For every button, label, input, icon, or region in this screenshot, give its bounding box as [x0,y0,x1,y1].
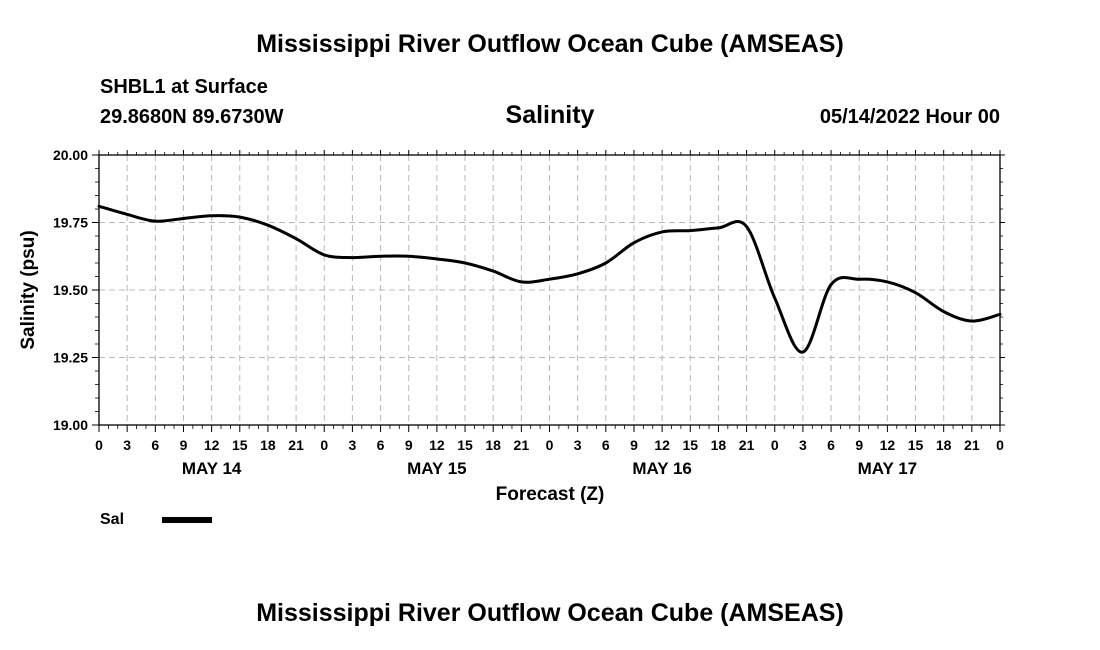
x-tick-label: 18 [936,437,952,453]
x-tick-label: 0 [320,437,328,453]
x-tick-label: 6 [377,437,385,453]
x-tick-label: 15 [908,437,924,453]
legend-label-sal: Sal [100,511,124,528]
tick-layer: 19.00 19.25 19.50 19.75 20.00 0 3 6 9 12 15 18 21 0 3 6… [53,147,1005,478]
grid-layer [99,155,1000,425]
chart-title: Salinity [505,101,595,129]
main-title: Mississippi River Outflow Ocean Cube (AM… [256,30,844,58]
station-label: SHBL1 at Surface [100,76,268,98]
x-tick-label: 12 [204,437,220,453]
coordinates-label: 29.8680N 89.6730W [100,106,284,128]
x-tick-label: 21 [739,437,755,453]
footer-title: Mississippi River Outflow Ocean Cube (AM… [256,599,844,627]
series-line-sal [97,204,1002,354]
x-tick-label: 12 [654,437,670,453]
x-tick-label: 15 [232,437,248,453]
y-tick-label: 19.00 [53,417,88,433]
y-tick-label: 19.25 [53,350,88,366]
x-tick-label: 12 [880,437,896,453]
y-tick-label: 20.00 [53,147,88,163]
plot-frame [98,154,1001,426]
day-label: MAY 14 [182,459,242,478]
x-tick-label: 0 [95,437,103,453]
day-label: MAY 16 [632,459,692,478]
x-tick-label: 6 [151,437,159,453]
legend: Sal [100,511,212,528]
datetime-label: 05/14/2022 Hour 00 [819,106,1000,128]
x-tick-label: 9 [630,437,638,453]
x-tick-label: 3 [799,437,807,453]
x-tick-label: 18 [260,437,276,453]
x-tick-label: 3 [349,437,357,453]
x-tick-label: 3 [574,437,582,453]
x-tick-label: 21 [964,437,980,453]
y-tick-label: 19.75 [53,215,88,231]
x-tick-label: 15 [682,437,698,453]
x-tick-label: 15 [457,437,473,453]
x-tick-label: 18 [485,437,501,453]
x-tick-label: 6 [602,437,610,453]
series-layer [97,204,1002,354]
x-tick-label: 9 [405,437,413,453]
x-tick-label: 9 [180,437,188,453]
y-tick-label: 19.50 [53,282,88,298]
x-axis-label: Forecast (Z) [496,484,605,505]
day-label: MAY 15 [407,459,467,478]
axis-labels: Forecast (Z) Salinity (psu) [18,230,604,505]
x-tick-label: 9 [855,437,863,453]
x-tick-label: 0 [771,437,779,453]
x-tick-label: 18 [711,437,727,453]
x-tick-label: 0 [996,437,1004,453]
x-tick-label: 3 [123,437,131,453]
x-tick-label: 12 [429,437,445,453]
x-tick-label: 21 [288,437,304,453]
x-tick-label: 0 [546,437,554,453]
x-tick-label: 21 [514,437,530,453]
x-tick-label: 6 [827,437,835,453]
y-axis-label: Salinity (psu) [18,230,39,349]
day-label: MAY 17 [858,459,918,478]
